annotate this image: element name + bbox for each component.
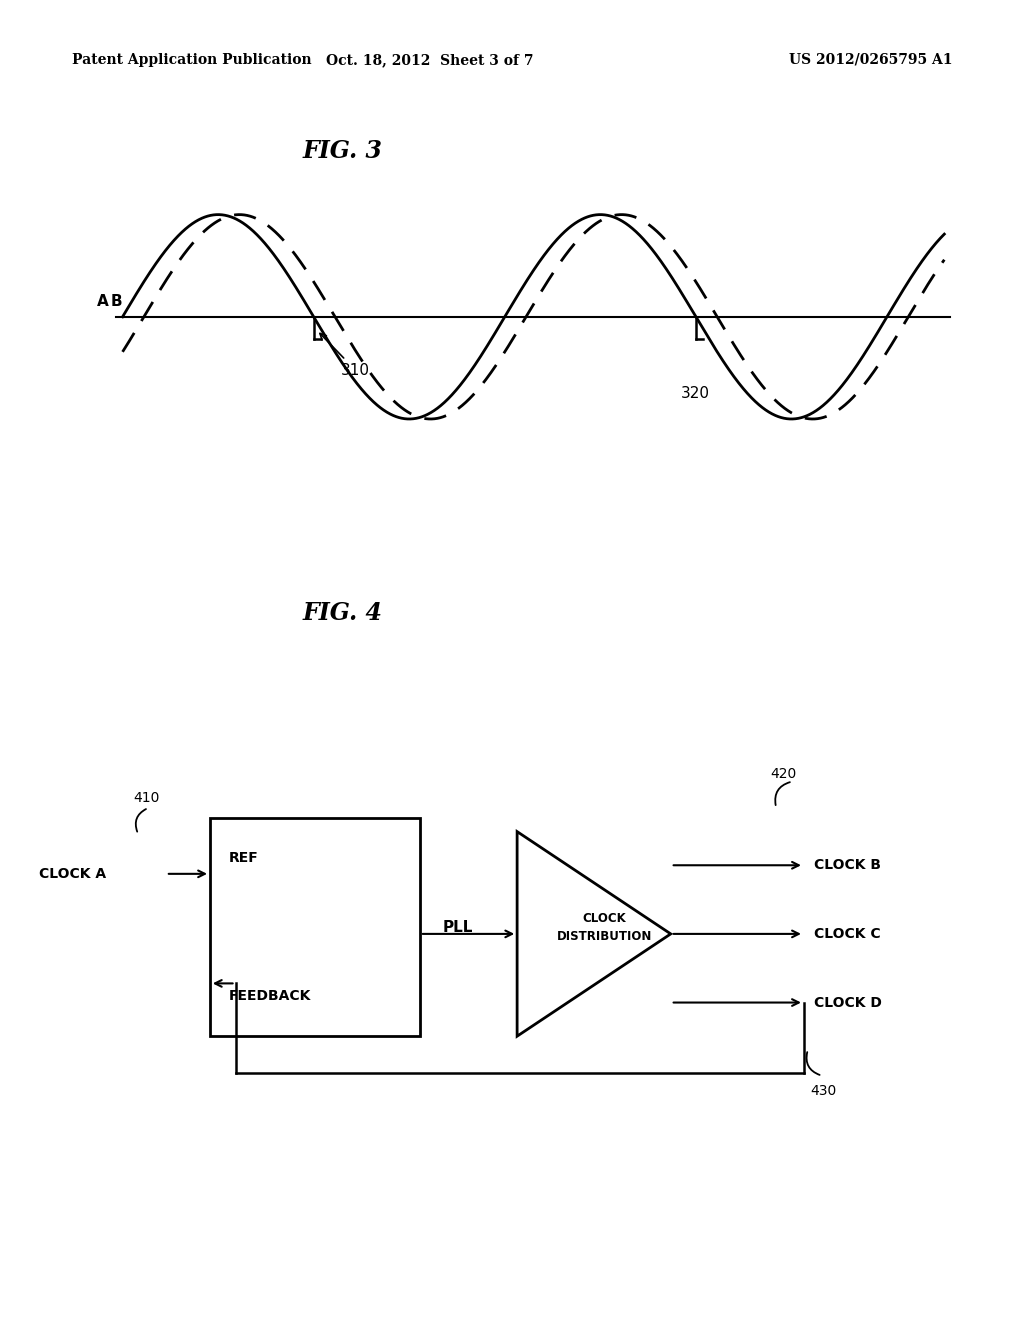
Text: PLL: PLL [442, 920, 473, 935]
Text: CLOCK D: CLOCK D [814, 995, 882, 1010]
Text: REF: REF [228, 851, 258, 866]
Text: CLOCK C: CLOCK C [814, 927, 881, 941]
Text: B: B [111, 293, 122, 309]
Text: CLOCK B: CLOCK B [814, 858, 881, 873]
Text: 320: 320 [681, 387, 710, 401]
Text: CLOCK
DISTRIBUTION: CLOCK DISTRIBUTION [556, 912, 652, 942]
Text: CLOCK A: CLOCK A [39, 867, 106, 880]
Text: US 2012/0265795 A1: US 2012/0265795 A1 [788, 53, 952, 67]
Text: 420: 420 [770, 767, 797, 781]
Text: FIG. 4: FIG. 4 [302, 601, 382, 624]
Text: FIG. 3: FIG. 3 [302, 139, 382, 162]
Text: A: A [97, 293, 109, 309]
Text: Oct. 18, 2012  Sheet 3 of 7: Oct. 18, 2012 Sheet 3 of 7 [327, 53, 534, 67]
Text: 410: 410 [133, 791, 160, 805]
Text: 430: 430 [810, 1084, 837, 1098]
Text: 310: 310 [319, 334, 370, 378]
Polygon shape [517, 832, 671, 1036]
Bar [210, 818, 420, 1036]
Text: Patent Application Publication: Patent Application Publication [72, 53, 311, 67]
Text: FEEDBACK: FEEDBACK [228, 989, 310, 1003]
